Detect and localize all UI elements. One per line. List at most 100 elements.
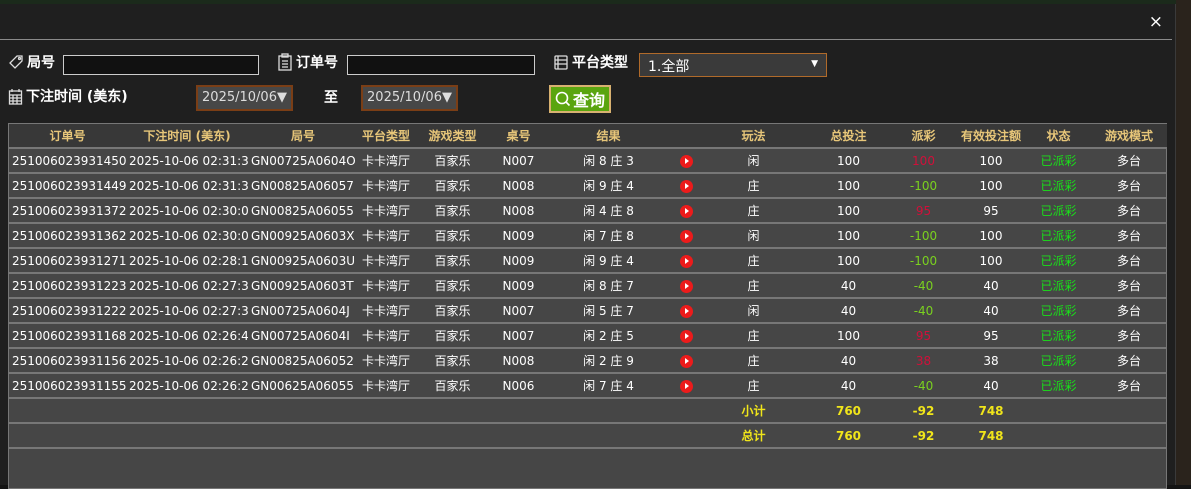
valid-bet-cell: 100 xyxy=(956,148,1026,174)
game-type-cell: 百家乐 xyxy=(414,373,491,399)
replay-cell[interactable] xyxy=(671,273,701,299)
replay-cell[interactable] xyxy=(671,248,701,274)
bet-type-cell: 庄 xyxy=(701,323,806,349)
replay-cell[interactable] xyxy=(671,348,701,374)
game-mode-cell: 多台 xyxy=(1091,298,1167,324)
result-cell: 闲 7 庄 4 xyxy=(546,373,671,399)
column-header[interactable]: 下注时间 (美东) xyxy=(126,124,248,149)
replay-cell[interactable] xyxy=(671,198,701,224)
query-button[interactable]: 查询 xyxy=(549,85,611,113)
game-type-cell: 百家乐 xyxy=(414,323,491,349)
total-bet-cell: 100 xyxy=(806,323,891,349)
column-header[interactable]: 局号 xyxy=(248,124,358,149)
order-no-cell: 251006023931450 xyxy=(9,148,126,174)
column-header[interactable]: 桌号 xyxy=(491,124,546,149)
chevron-down-icon: ▼ xyxy=(811,59,818,69)
valid-bet-cell: 38 xyxy=(956,348,1026,374)
status-cell: 已派彩 xyxy=(1026,373,1091,399)
game-type-cell: 百家乐 xyxy=(414,273,491,299)
play-video-icon[interactable] xyxy=(679,179,693,193)
column-header[interactable]: 总投注 xyxy=(806,124,891,149)
play-video-icon[interactable] xyxy=(679,379,693,393)
empty-cell xyxy=(248,423,358,449)
game-type-cell: 百家乐 xyxy=(414,298,491,324)
payout-cell: -40 xyxy=(891,298,956,324)
platform-cell: 卡卡湾厅 xyxy=(358,248,414,274)
game-type-cell: 百家乐 xyxy=(414,223,491,249)
play-video-icon[interactable] xyxy=(679,354,693,368)
play-video-icon[interactable] xyxy=(679,329,693,343)
time-label: 下注时间 (美东) xyxy=(8,86,128,106)
platform-cell: 卡卡湾厅 xyxy=(358,298,414,324)
replay-cell[interactable] xyxy=(671,323,701,349)
play-video-icon[interactable] xyxy=(679,279,693,293)
column-header[interactable]: 有效投注额 xyxy=(956,124,1026,149)
table-row: 251006023931450 2025-10-06 02:31:37 GN0072… xyxy=(9,148,1167,174)
column-header[interactable]: 平台类型 xyxy=(358,124,414,149)
game-mode-cell: 多台 xyxy=(1091,198,1167,224)
status-cell: 已派彩 xyxy=(1026,298,1091,324)
replay-cell[interactable] xyxy=(671,223,701,249)
game-mode-cell: 多台 xyxy=(1091,148,1167,174)
column-header[interactable]: 游戏类型 xyxy=(414,124,491,149)
result-cell: 闲 8 庄 3 xyxy=(546,148,671,174)
status-cell: 已派彩 xyxy=(1026,323,1091,349)
empty-cell xyxy=(358,423,414,449)
payout-cell: -100 xyxy=(891,173,956,199)
total-total-bet-cell: 760 xyxy=(806,423,891,449)
game-mode-cell: 多台 xyxy=(1091,273,1167,299)
close-icon[interactable]: × xyxy=(1148,12,1163,32)
bet-time-cell: 2025-10-06 02:30:07 xyxy=(126,198,248,224)
round-no-cell: GN00725A0604O xyxy=(248,148,358,174)
column-header[interactable]: 状态 xyxy=(1026,124,1091,149)
empty-cell xyxy=(1091,398,1167,424)
play-video-icon[interactable] xyxy=(679,304,693,318)
payout-cell: 95 xyxy=(891,323,956,349)
empty-cell xyxy=(1091,423,1167,449)
total-row: 总计 760 -92 748 xyxy=(9,423,1167,449)
platform-label: 平台类型 xyxy=(553,52,628,72)
play-video-icon[interactable] xyxy=(679,154,693,168)
column-header[interactable]: 游戏模式 xyxy=(1091,124,1167,149)
column-header[interactable]: 订单号 xyxy=(9,124,126,149)
game-type-cell: 百家乐 xyxy=(414,248,491,274)
replay-cell[interactable] xyxy=(671,298,701,324)
valid-bet-cell: 100 xyxy=(956,248,1026,274)
game-type-cell: 百家乐 xyxy=(414,198,491,224)
replay-cell[interactable] xyxy=(671,173,701,199)
table-row: 251006023931271 2025-10-06 02:28:17 GN0092… xyxy=(9,248,1167,274)
column-header[interactable]: 玩法 xyxy=(701,124,806,149)
order-no-cell: 251006023931223 xyxy=(9,273,126,299)
column-header[interactable] xyxy=(671,124,701,149)
payout-cell: -40 xyxy=(891,373,956,399)
platform-select[interactable]: 1.全部 ▼ xyxy=(639,53,827,77)
valid-bet-cell: 95 xyxy=(956,323,1026,349)
round-no-cell: GN00925A0603T xyxy=(248,273,358,299)
empty-cell xyxy=(126,423,248,449)
column-header[interactable]: 派彩 xyxy=(891,124,956,149)
play-video-icon[interactable] xyxy=(679,204,693,218)
column-header[interactable]: 结果 xyxy=(546,124,671,149)
order-input[interactable] xyxy=(347,55,535,75)
to-label: 至 xyxy=(324,90,338,106)
valid-bet-cell: 95 xyxy=(956,198,1026,224)
replay-cell[interactable] xyxy=(671,373,701,399)
play-video-icon[interactable] xyxy=(679,229,693,243)
result-cell: 闲 9 庄 4 xyxy=(546,173,671,199)
play-video-icon[interactable] xyxy=(679,254,693,268)
bet-records-dialog: × 局号 订单号 平台类型 1.全部 ▼ 下注时间 (美东) 2025/10/0… xyxy=(0,4,1176,489)
round-label: 局号 xyxy=(8,52,55,72)
bet-type-cell: 闲 xyxy=(701,148,806,174)
total-bet-cell: 40 xyxy=(806,273,891,299)
game-mode-cell: 多台 xyxy=(1091,223,1167,249)
date-to-picker[interactable]: 2025/10/06▼ xyxy=(361,85,458,111)
subtotal-total-bet-cell: 760 xyxy=(806,398,891,424)
replay-cell[interactable] xyxy=(671,148,701,174)
round-input[interactable] xyxy=(63,55,259,75)
total-bet-cell: 40 xyxy=(806,373,891,399)
divider xyxy=(0,39,1172,40)
table-row: 251006023931449 2025-10-06 02:31:34 GN0082… xyxy=(9,173,1167,199)
date-from-picker[interactable]: 2025/10/06▼ xyxy=(196,85,293,111)
round-no-cell: GN00625A06055 xyxy=(248,373,358,399)
result-cell: 闲 5 庄 7 xyxy=(546,298,671,324)
